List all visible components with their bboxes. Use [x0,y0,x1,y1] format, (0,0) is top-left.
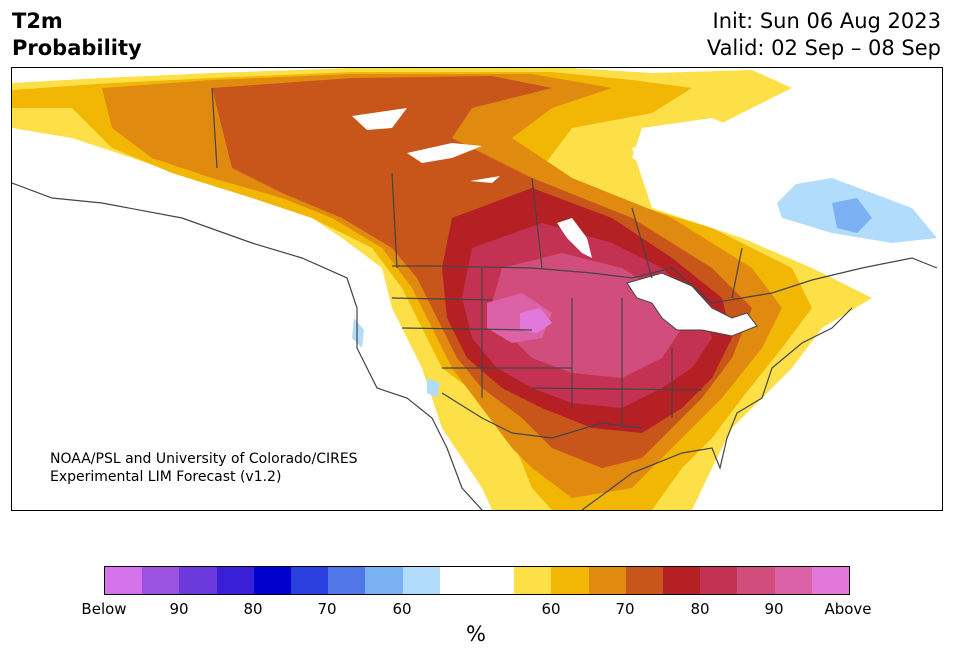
colorbar-segment [291,567,329,594]
colorbar-tick-below-90: 90 [169,600,189,618]
great-slave-lake [407,143,482,163]
colorbar-segment [663,567,701,594]
region-below-60-sw [427,378,440,398]
region-below-70-quebec [832,198,872,233]
great-lakes [626,272,758,337]
colorbar-segment [179,567,217,594]
colorbar-segment [477,567,515,594]
colorbar-tick-above-90: 90 [764,600,784,618]
colorbar-tick-below-60: 60 [392,600,412,618]
title-line-2: Probability [12,36,142,60]
colorbar [104,566,850,595]
lake-winnipeg [557,218,592,258]
colorbar-segment [625,567,664,594]
region-above-max [520,308,552,333]
colorbar-tick-below-70: 70 [317,600,337,618]
colorbar-tick-below: Below [81,600,127,618]
valid-dates: Valid: 02 Sep – 08 Sep [706,36,941,60]
colorbar-segment [551,567,589,594]
great-bear-lake [352,108,407,130]
colorbar-segment [142,567,180,594]
forecast-dates: Init: Sun 06 Aug 2023 Valid: 02 Sep – 08… [707,8,941,62]
colorbar-segment [365,567,403,594]
map-canvas [12,68,938,510]
hudson-bay-area [632,118,802,238]
colorbar-tick-above-70: 70 [615,600,635,618]
colorbar-segment [328,567,366,594]
colorbar-tick-above-60: 60 [541,600,561,618]
init-date: Init: Sun 06 Aug 2023 [712,9,941,33]
political-boundaries [12,87,938,510]
colorbar-tick-above-80: 80 [690,600,710,618]
region-below-60-west [352,318,364,348]
lake-athabasca [470,176,500,183]
colorbar-segment [402,567,440,594]
colorbar-tick-below-80: 80 [243,600,263,618]
colorbar-segment [514,567,552,594]
colorbar-segment [588,567,626,594]
credit-line-2: Experimental LIM Forecast (v1.2) [50,469,282,485]
colorbar-unit: % [466,622,486,646]
data-credit: NOAA/PSL and University of Colorado/CIRE… [50,450,358,486]
map-title: T2m Probability [12,8,142,62]
colorbar-segment [700,567,738,594]
colorbar-segment [737,567,775,594]
title-line-1: T2m [12,9,63,33]
colorbar-segment [253,567,292,594]
colorbar-segment [439,567,478,594]
colorbar-segment [774,567,812,594]
colorbar-segment [105,567,143,594]
colorbar-tick-above: Above [824,600,872,618]
colorbar-segment [811,567,850,594]
colorbar-segment [216,567,254,594]
credit-line-1: NOAA/PSL and University of Colorado/CIRE… [50,451,358,467]
probability-map: NOAA/PSL and University of Colorado/CIRE… [11,67,943,511]
